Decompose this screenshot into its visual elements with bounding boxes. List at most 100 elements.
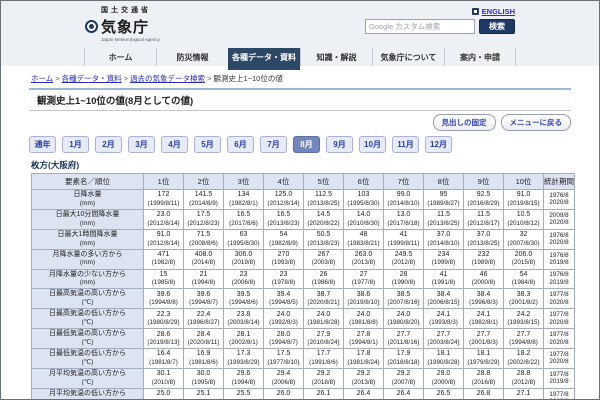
rank-value-cell: 29.0 (2000/8) <box>423 367 464 389</box>
rank-value-cell: 16.5 (2013/8/23) <box>263 208 304 230</box>
rank-value-cell: 46 (2000/8) <box>463 268 504 290</box>
table-row: 日最低気温の低い方から (℃) 16.4 (1981/8/7) 16.9 (1981/8/… <box>31 348 575 369</box>
rank-value-cell: 14.0 (2010/8/30) <box>343 208 384 230</box>
rank-value-cell: 17.7 (1991/8/6) <box>303 348 344 369</box>
month-tab-通年[interactable]: 通年 <box>29 136 56 153</box>
rank-value-cell: 22.4 (1996/8/27) <box>183 308 224 330</box>
breadcrumb-link[interactable]: 過去の気象データ検索 <box>130 74 206 83</box>
rank-value-cell: 27.7 (1994/8/8) <box>503 328 544 349</box>
breadcrumb-separator: > <box>55 74 60 83</box>
month-tab-6月[interactable]: 6月 <box>227 136 254 153</box>
rank-value-cell: 28.6 (2019/8/13) <box>143 328 184 349</box>
rank-value-cell: 25.0(1980/8) <box>143 387 184 399</box>
rank-value-cell: 25.5(1982/8) <box>223 387 264 399</box>
element-name-cell: 日最高気温の高い方から (℃) <box>31 288 144 310</box>
element-name-cell: 月降水量の少ない方から (mm) <box>31 268 144 290</box>
search-input[interactable] <box>365 19 475 34</box>
statistics-period-cell: 1977/8 2020/8 <box>543 308 575 330</box>
month-tab-10月[interactable]: 10月 <box>359 136 386 153</box>
rank-value-cell: 267 (2003/8) <box>303 248 344 270</box>
nav-item-bosai[interactable]: 防災情報 <box>156 48 228 66</box>
month-tab-12月[interactable]: 12月 <box>425 136 452 153</box>
table-row: 日最大1時間降水量 (mm) 91.0 (2012/8/14) 71.5 (2008/8/… <box>31 228 575 250</box>
month-tab-1月[interactable]: 1月 <box>62 136 89 153</box>
nav-item-data[interactable]: 各種データ・資料 <box>228 48 300 70</box>
element-name-cell: 月平均気温の低い方から(℃) <box>31 387 144 399</box>
rank-value-cell: 172 (1999/8/11) <box>143 189 184 210</box>
month-tab-9月[interactable]: 9月 <box>326 136 353 153</box>
rank-value-cell: 54 (1982/8/9) <box>263 228 304 250</box>
nav-item-about[interactable]: 気象庁について <box>372 48 444 66</box>
agency-name: 気象庁 <box>101 19 150 36</box>
rank-value-cell: 27.7 (2003/8/24) <box>423 328 464 349</box>
rank-value-cell: 15 (1985/8) <box>143 268 184 290</box>
rank-value-cell: 17.9 (2018/8/18) <box>383 348 424 369</box>
rank-value-cell: 32 (2007/8/30) <box>503 228 544 250</box>
rank-value-cell: 17.3 (1993/8/29) <box>223 348 264 369</box>
search-button[interactable]: 検索 <box>479 19 515 34</box>
rank-value-cell: 17.5 (2012/8/23) <box>183 208 224 230</box>
fix-heading-button[interactable]: 見出しの固定 <box>432 114 496 131</box>
rank-value-cell: 16.9 (1981/8/6) <box>183 348 224 369</box>
rank-value-cell: 26.8(1992/8) <box>463 387 504 399</box>
rank-value-cell: 29.2 (2013/8) <box>343 367 384 389</box>
rank-value-cell: 408.0 (2014/8) <box>183 248 224 270</box>
rank-value-cell: 27.7 (2011/8/16) <box>383 328 424 349</box>
rank-value-cell: 306.0 (2019/8) <box>223 248 264 270</box>
nav-item-guide[interactable]: 案内・申請 <box>444 48 516 66</box>
table-row: 日最低気温の高い方から (℃) 28.6 (2019/8/13) 28.4 (2020/8… <box>31 328 575 349</box>
month-tab-8月[interactable]: 8月 <box>293 136 320 153</box>
rank-value-cell: 41 (1991/8) <box>423 268 464 290</box>
month-tab-2月[interactable]: 2月 <box>95 136 122 153</box>
rank-value-cell: 28 (1990/8) <box>383 268 424 290</box>
element-name-cell: 日降水量 (mm) <box>31 189 144 210</box>
english-link[interactable]: ENGLISH <box>481 7 515 16</box>
table-row: 月降水量の多い方から (mm) 471 (1982/8) 408.0 (2014/8) 30… <box>31 248 575 270</box>
element-name-cell: 日最大10分間降水量 (mm) <box>31 208 144 230</box>
rank-value-cell: 39.6 (1994/8/8) <box>143 288 184 310</box>
rank-value-cell: 206.0 (2015/8) <box>503 248 544 270</box>
breadcrumb-link[interactable]: 各種データ・資料 <box>61 74 122 83</box>
rank-value-cell: 27.1(1986/8) <box>503 387 544 399</box>
rank-value-cell: 37.0 (2013/8/25) <box>463 228 504 250</box>
rank-value-cell: 26.1(1977/8) <box>303 387 344 399</box>
month-tab-7月[interactable]: 7月 <box>260 136 287 153</box>
column-header: 3位 <box>223 173 264 190</box>
rank-value-cell: 18.1 (1979/8/29) <box>463 348 504 369</box>
table-row: 月平均気温の低い方から(℃)25.0(1980/8)25.1(1993/8)25… <box>31 387 575 399</box>
table-row: 月降水量の少ない方から (mm) 15 (1985/8) 21 (1994/8) 23 (20… <box>31 268 575 290</box>
rank-value-cell: 16.5 (2017/8/6) <box>223 208 264 230</box>
rank-value-cell: 24.0 (1980/8/20) <box>383 308 424 330</box>
rank-value-cell: 91.0 (2012/8/14) <box>143 228 184 250</box>
column-header: 2位 <box>183 173 224 190</box>
column-header: 要素名／順位 <box>31 173 144 190</box>
rank-value-cell: 30.1 (2010/8) <box>143 367 184 389</box>
month-tab-5月[interactable]: 5月 <box>194 136 221 153</box>
rank-value-cell: 11.5 (2012/8/17) <box>463 208 504 230</box>
rank-value-cell: 23.0 (2012/8/14) <box>143 208 184 230</box>
rank-value-cell: 39.6 (1994/8/7) <box>183 288 224 310</box>
nav-item-home[interactable]: ホーム <box>84 48 156 66</box>
rank-value-cell: 38.4 (1996/8/3) <box>463 288 504 310</box>
element-name-cell: 日最低気温の低い方から (℃) <box>31 348 144 369</box>
header-top: 国土交通省 気象庁 Japan Meteorological Agency EN… <box>1 1 599 48</box>
rank-value-cell: 28.0 (1994/8/7) <box>263 328 304 349</box>
table-row: 日最高気温の高い方から (℃) 39.6 (1994/8/8) 39.6 (1994/8/… <box>31 288 575 310</box>
column-header: 10位 <box>503 173 544 190</box>
jma-logo[interactable]: 国土交通省 気象庁 Japan Meteorological Agency <box>85 5 160 48</box>
nav-item-knowledge[interactable]: 知識・解説 <box>300 48 372 66</box>
back-to-menu-button[interactable]: メニューに戻る <box>500 114 571 131</box>
month-tab-3月[interactable]: 3月 <box>128 136 155 153</box>
statistics-period-cell: 1977/8 2020/8 <box>543 288 575 310</box>
rank-value-cell: 26.4(1988/8) <box>383 387 424 399</box>
rank-value-cell: 103 (1995/8/30) <box>343 189 384 210</box>
breadcrumb-link[interactable]: ホーム <box>31 74 54 83</box>
rank-value-cell: 234 (1999/8) <box>423 248 464 270</box>
rank-value-cell: 24.0 (1981/8/8) <box>343 308 384 330</box>
month-tab-4月[interactable]: 4月 <box>161 136 188 153</box>
statistics-period-cell: 1976/8 2019/8 <box>543 248 575 270</box>
rank-value-cell: 471 (1982/8) <box>143 248 184 270</box>
rank-value-cell: 28.1 (2002/8/1) <box>223 328 264 349</box>
month-tab-11月[interactable]: 11月 <box>392 136 419 153</box>
